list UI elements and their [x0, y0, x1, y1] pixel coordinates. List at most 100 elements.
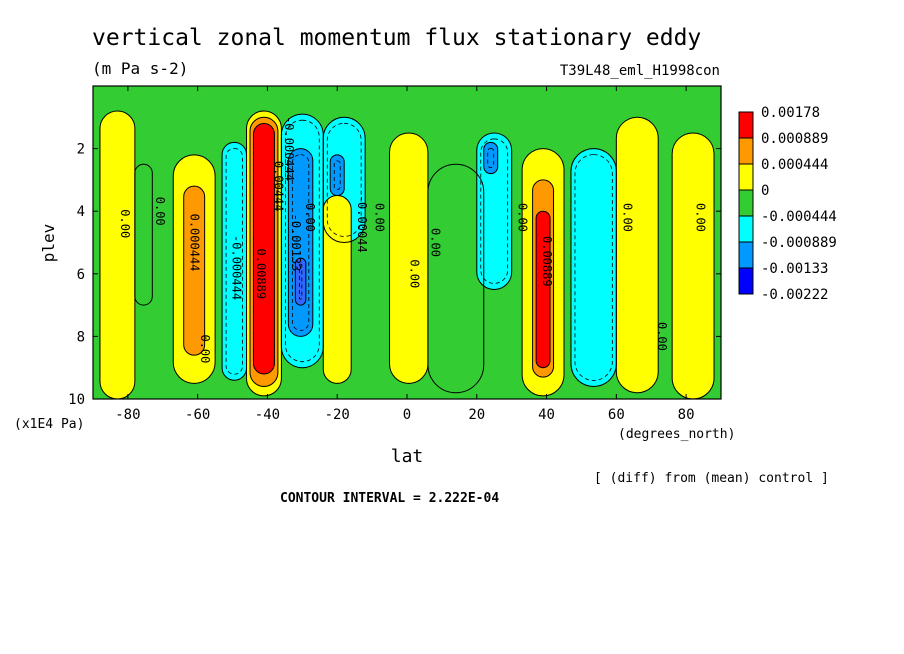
contour-line	[134, 163, 153, 306]
contour-label: 0.000444	[188, 214, 202, 272]
y-axis-label: plev	[39, 224, 58, 263]
x-axis-ticks: -80 -60 -40 -20 0 20 40 60 80	[115, 86, 695, 423]
contour-region-mid_blue	[288, 148, 313, 337]
contour-region-orange	[183, 186, 205, 356]
contour-label: 0.00	[373, 203, 387, 232]
contour-label: 0.00889	[540, 236, 554, 287]
contour-line-dashed	[298, 263, 303, 300]
legend-level-label: -0.000444	[761, 209, 837, 225]
legend-swatch	[738, 111, 754, 139]
contour-region-yellow	[672, 132, 715, 399]
contour-line	[172, 154, 216, 384]
x-tick-label: 20	[468, 407, 485, 423]
y-tick-label: 8	[77, 329, 85, 345]
legend-swatch	[738, 163, 754, 191]
contour-region-cyan	[570, 148, 617, 387]
contour-line-dashed	[291, 154, 310, 331]
contour-label: -0.000444	[282, 116, 296, 181]
footnote: [ (diff) from (mean) control ]	[594, 471, 829, 486]
x-tick-label: 0	[403, 407, 411, 423]
contour-region-green	[427, 164, 484, 393]
contour-line	[183, 185, 206, 356]
contour-label: 0.00	[118, 209, 132, 238]
contour-line	[221, 141, 248, 381]
contour-fill-regions	[99, 111, 715, 399]
contour-interval: CONTOUR INTERVAL = 2.222E-04	[280, 491, 499, 506]
y-tick-label: 2	[77, 142, 85, 158]
contour-line-dashed	[326, 122, 362, 237]
legend-swatch	[738, 241, 754, 269]
x-tick-label: 40	[538, 407, 555, 423]
legend-level-label: 0.000444	[761, 157, 828, 173]
contour-line	[615, 116, 659, 394]
legend-swatch	[738, 189, 754, 217]
y-tick-label: 4	[77, 204, 85, 220]
contour-line-dashed	[333, 160, 341, 190]
contour-label: 0.00	[620, 203, 634, 232]
run-label: T39L48_eml_H1998con	[560, 63, 720, 79]
x-tick-label: 80	[678, 407, 695, 423]
x-tick-label: -20	[325, 407, 350, 423]
contour-line	[521, 148, 565, 397]
contour-label: 0.00444	[271, 161, 285, 212]
contour-region-cyan	[222, 142, 247, 381]
contour-line	[294, 257, 307, 306]
contour-line	[535, 210, 551, 369]
x-tick-label: -40	[255, 407, 280, 423]
legend-swatch	[738, 137, 754, 165]
contour-region-yellow	[99, 111, 135, 399]
contour-line-dashed	[480, 138, 509, 284]
contour-label: 0.00	[198, 334, 212, 363]
legend-level-label: 0	[761, 183, 769, 199]
color-legend: 0.00178 0.000889 0.000444 0 -0.000444 -0.0008…	[738, 105, 837, 303]
contour-label: 0.00	[516, 203, 530, 232]
legend-swatch	[738, 267, 754, 295]
contour-region-dark_blue	[295, 258, 306, 306]
contour-line	[249, 116, 279, 387]
y-axis-units: (x1E4 Pa)	[14, 417, 84, 432]
x-axis-label: lat	[391, 446, 424, 467]
contour-label: 0.00	[428, 228, 442, 257]
contour-line	[252, 123, 275, 375]
legend-level-label: -0.00222	[761, 287, 828, 303]
contour-line	[476, 132, 513, 290]
contour-line	[483, 141, 499, 175]
contour-line	[287, 148, 314, 337]
contour-label: 0.00889	[254, 249, 268, 300]
contour-label: 0.00	[303, 203, 317, 232]
legend-level-label: -0.00133	[761, 261, 828, 277]
contour-label: 0.00	[407, 259, 421, 288]
contour-label: -0.00133	[289, 214, 303, 272]
contour-line-dashed	[284, 119, 320, 363]
contour-labels: 0.00 0.00 0.000444 0.00 -0.000444 0.00889 0.00…	[118, 116, 708, 363]
x-tick-label: -80	[115, 407, 140, 423]
contour-label: 0.00	[655, 322, 669, 351]
contour-line	[322, 195, 352, 384]
x-tick-label: -60	[185, 407, 210, 423]
x-tick-label: 60	[608, 407, 625, 423]
contour-region-green	[134, 164, 153, 306]
contour-line-dashed	[487, 147, 495, 169]
x-axis-units: (degrees_north)	[618, 427, 735, 442]
contour-region-mid_blue	[330, 154, 345, 196]
contour-region-red	[253, 123, 275, 374]
contour-line	[532, 179, 555, 378]
contour-label: 0.00	[694, 203, 708, 232]
contour-region-yellow	[389, 132, 428, 384]
contour-label: -0.000444	[230, 235, 244, 300]
contour-region-mid_blue	[483, 142, 498, 174]
legend-level-label: 0.00178	[761, 105, 820, 121]
contour-line-dashed	[225, 147, 243, 375]
y-axis-ticks: 2 4 6 8 10	[68, 142, 721, 408]
legend-swatch	[738, 215, 754, 243]
contour-line-dashed	[574, 154, 613, 381]
contour-region-yellow	[616, 117, 659, 393]
contour-region-cyan	[476, 132, 512, 290]
chart-title: vertical zonal momentum flux stationary …	[92, 25, 701, 51]
y-tick-label: 10	[68, 392, 85, 408]
legend-level-label: -0.000889	[761, 235, 837, 251]
contour-region-red	[536, 211, 551, 368]
contour-lines	[99, 110, 715, 399]
contour-label: -0.00044	[355, 195, 369, 253]
